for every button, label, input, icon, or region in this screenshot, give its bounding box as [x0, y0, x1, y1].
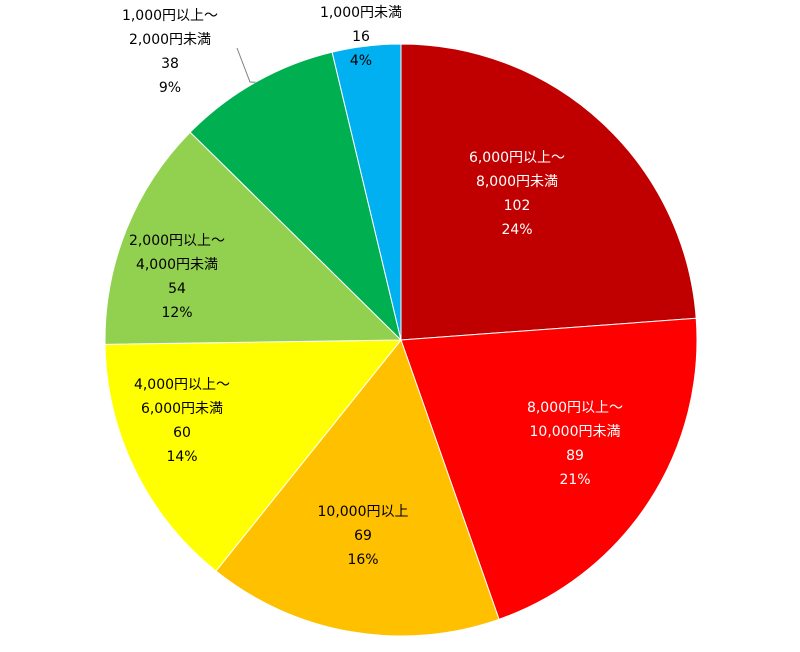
data-labels-layer: 6,000円以上～ 8,000円未満 102 24% 8,000円以上～ 10,000円未…: [122, 5, 623, 568]
pie-slice-5: [104, 131, 403, 345]
data-label-1: 6,000円以上～ 8,000円未満 102 24%: [469, 150, 565, 238]
data-label-6: 1,000円以上～ 2,000円未満 38 9%: [122, 8, 218, 96]
data-label-3: 10,000円以上 69 16%: [318, 504, 409, 568]
data-label-2: 8,000円以上～ 10,000円未満 89 21%: [527, 400, 623, 488]
pie-slice-3: [215, 338, 500, 637]
pie-slice-1: [400, 43, 697, 341]
leader-line-6: [236, 47, 256, 83]
data-label-4: 4,000円以上～ 6,000円未満 60 14%: [134, 377, 230, 465]
pie-slice-7: [331, 43, 402, 341]
data-label-5: 2,000円以上～ 4,000円未満 54 12%: [129, 233, 225, 321]
pie-slice-2: [400, 317, 698, 620]
slices-layer: [104, 43, 698, 637]
pie-slice-4: [104, 339, 403, 572]
data-label-7: 1,000円未満 16 4%: [320, 5, 402, 69]
leader-lines-layer: [236, 47, 256, 83]
